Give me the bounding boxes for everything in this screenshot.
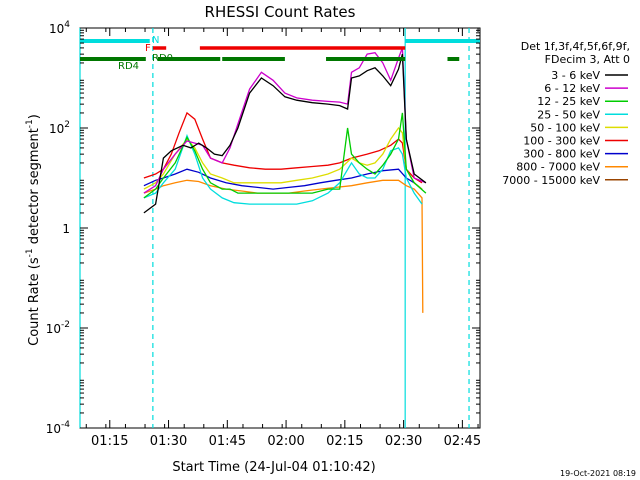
x-tick-label: 02:45: [444, 434, 481, 449]
x-tick-label: 01:30: [150, 434, 187, 449]
x-axis-label: Start Time (24-Jul-04 01:10:42): [172, 460, 375, 475]
x-tick-label: 01:45: [209, 434, 246, 449]
rd4-marker-label: RD4: [118, 61, 139, 72]
legend: Det 1f,3f,4f,5f,6f,9f, FDecim 3, Att 0 3…: [502, 40, 630, 187]
footer-timestamp: 19-Oct-2021 08:19: [560, 469, 636, 478]
chart-title: RHESSI Count Rates: [205, 3, 356, 21]
legend-label: 3 - 6 keV: [551, 69, 600, 82]
legend-label: 800 - 7000 keV: [516, 161, 600, 174]
series-line: [143, 111, 423, 184]
rd0-marker-label: RD0: [152, 53, 173, 64]
series-line: [143, 179, 424, 313]
x-tick-label: 01:15: [91, 434, 128, 449]
legend-header-line-1: Det 1f,3f,4f,5f,6f,9f,: [521, 40, 630, 53]
legend-label: 50 - 100 keV: [530, 121, 600, 134]
legend-label: 6 - 12 keV: [544, 82, 600, 95]
x-tick-label: 02:30: [385, 434, 422, 449]
rhessi-state-vlines: [79, 28, 470, 428]
legend-label: 100 - 300 keV: [523, 135, 600, 148]
series-line: [143, 47, 427, 194]
legend-label: 12 - 25 keV: [537, 95, 600, 108]
y-tick-label: 1: [62, 222, 70, 236]
x-tick-label: 02:15: [326, 434, 363, 449]
legend-label: 7000 - 15000 keV: [502, 174, 600, 187]
n-marker-label: N: [152, 35, 159, 46]
y-tick-label: 102: [49, 120, 70, 136]
series-line: [143, 53, 427, 214]
series-line: [143, 168, 423, 190]
legend-header-line-2: FDecim 3, Att 0: [545, 53, 630, 66]
x-tick-label: 02:00: [267, 434, 304, 449]
series-lines: [143, 47, 427, 313]
y-tick-label: 10-4: [46, 420, 71, 436]
f-marker-label: F: [145, 43, 151, 54]
series-line: [143, 112, 427, 199]
y-tick-label: 104: [49, 20, 70, 36]
legend-label: 300 - 800 keV: [523, 148, 600, 161]
legend-label: 25 - 50 keV: [537, 108, 600, 121]
axis-ticks: 10-4 10-2 1 102 104 01:15 01:30 01:45 02:00 02:15…: [46, 20, 481, 449]
y-axis-label: Count Rate (s-1 detector segment-1): [25, 114, 42, 346]
y-tick-label: 10-2: [46, 320, 70, 336]
